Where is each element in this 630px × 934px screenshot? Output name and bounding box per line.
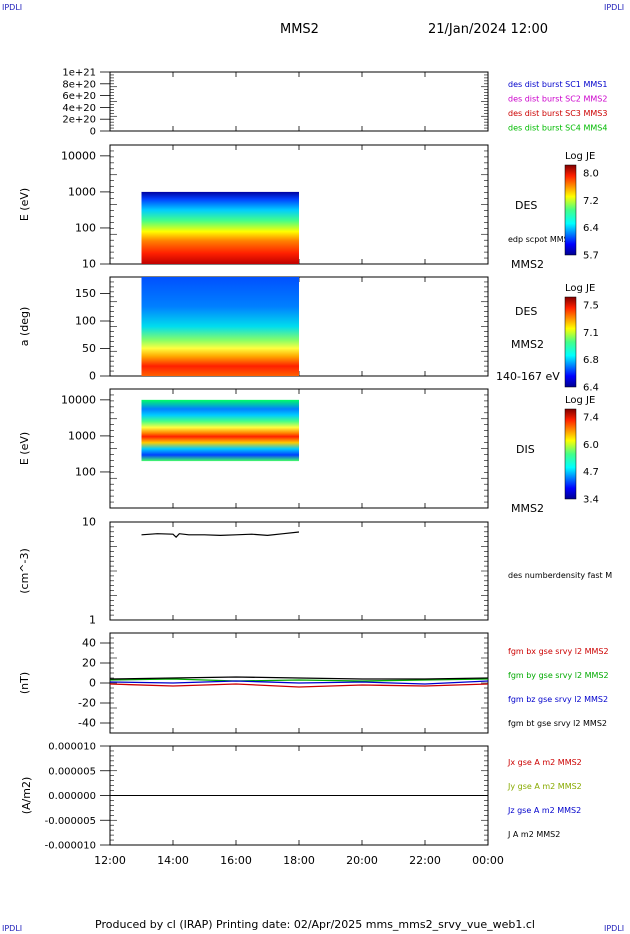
y-tick-label: 0.000000	[48, 791, 96, 802]
panel-frame-5	[109, 521, 489, 621]
y-tick-label: 0	[89, 370, 96, 383]
y-tick-label: 0	[89, 677, 96, 690]
legend-entry: Jx gse A m2 MMS2	[507, 758, 582, 767]
y-tick-label: 6e+20	[62, 91, 96, 102]
time-tick-label: 20:00	[346, 854, 378, 867]
corner-label-bottom-left: IPDLI	[2, 924, 23, 933]
colorbar-tick-label: 6.8	[583, 355, 599, 366]
panel-frame-1	[109, 71, 489, 132]
legend-entry: Jy gse A m2 MMS2	[507, 782, 582, 791]
y-axis-label: (nT)	[18, 672, 31, 694]
corner-label-bottom-right: IPDLI	[604, 924, 625, 933]
colorbar-tick-label: 7.5	[583, 301, 599, 312]
fgm-series-line	[109, 678, 489, 682]
y-tick-label: 40	[82, 637, 96, 650]
y-tick-label: -20	[78, 697, 96, 710]
y-tick-label: 20	[82, 657, 96, 670]
density-series-line	[141, 531, 300, 539]
colorbar-tick-label: 8.0	[583, 169, 599, 180]
y-tick-label: 100	[75, 465, 96, 478]
colorbar-tick-label: 6.4	[583, 383, 599, 394]
y-axis-label: (A/m2)	[20, 777, 33, 815]
y-tick-label: 10000	[61, 149, 96, 162]
corner-label-top-right: IPDLI	[604, 3, 625, 12]
mission-title: MMS2	[280, 22, 319, 37]
colorbar-title: Log JE	[565, 395, 595, 406]
colorbar-tick-label: 7.2	[583, 196, 599, 207]
colorbar-tick-label: 7.1	[583, 328, 599, 339]
y-tick-label: 10	[82, 516, 96, 529]
y-tick-label: 0.000010	[48, 742, 96, 753]
legend-entry: J A m2 MMS2	[507, 830, 560, 839]
colorbar	[564, 408, 577, 500]
legend-entry: des numberdensity fast M	[508, 571, 612, 580]
colorbar-tick-label: 4.7	[583, 467, 599, 478]
legend-entry: des dist burst SC1 MMS1	[508, 80, 607, 89]
y-tick-label: 1000	[68, 429, 96, 442]
time-tick-label: 00:00	[472, 854, 504, 867]
y-tick-label: 150	[75, 287, 96, 300]
time-tick-label: 14:00	[157, 854, 189, 867]
y-axis-label: (cm^-3)	[18, 548, 31, 594]
corner-label-top-left: IPDLI	[2, 3, 23, 12]
y-tick-label: 2e+20	[62, 115, 96, 126]
colorbar-tick-label: 6.0	[583, 440, 599, 451]
y-axis-label: a (deg)	[18, 307, 31, 347]
colorbar-tick-label: 7.4	[583, 413, 599, 424]
instrument-label: DES	[515, 305, 537, 318]
y-axis-label: E (eV)	[18, 432, 31, 465]
colorbar-tick-label: 5.7	[583, 251, 599, 262]
y-tick-label: 10000	[61, 393, 96, 406]
y-tick-label: 100	[75, 221, 96, 234]
y-tick-label: 1000	[68, 185, 96, 198]
energy-range-label: 140-167 eV	[496, 370, 560, 383]
time-tick-label: 22:00	[409, 854, 441, 867]
y-tick-label: 0.000005	[48, 766, 96, 777]
legend-entry: des dist burst SC2 MMS2	[508, 95, 607, 104]
spacecraft-label: MMS2	[511, 338, 544, 351]
legend-entry: Jz gse A m2 MMS2	[507, 806, 581, 815]
time-tick-label: 16:00	[220, 854, 252, 867]
colorbar	[564, 296, 577, 388]
des-pitch-angle-fill	[141, 277, 299, 376]
colorbar	[564, 164, 577, 256]
legend-entry: fgm bz gse srvy l2 MMS2	[508, 695, 608, 704]
time-tick-label: 12:00	[94, 854, 126, 867]
colorbar-tick-label: 3.4	[583, 495, 599, 506]
y-tick-label: -40	[78, 717, 96, 730]
edp-scpot-label: edp scpot MMS2	[508, 235, 574, 244]
datetime-title: 21/Jan/2024 12:00	[428, 22, 549, 37]
legend-entry: fgm by gse srvy l2 MMS2	[508, 671, 609, 680]
instrument-label: DES	[515, 199, 537, 212]
y-tick-label: 4e+20	[62, 103, 96, 114]
colorbar-title: Log JE	[565, 283, 595, 294]
instrument-label: DIS	[516, 443, 535, 456]
fgm-series-line	[109, 680, 489, 685]
time-tick-label: 18:00	[283, 854, 315, 867]
dis-energy-spectrogram-fill	[141, 399, 299, 462]
y-tick-label: 1	[89, 614, 96, 627]
y-axis-label: E (eV)	[18, 188, 31, 221]
y-tick-label: -0.000010	[45, 841, 96, 852]
fgm-series-line	[109, 676, 489, 680]
spacecraft-label: MMS2	[511, 502, 544, 515]
y-tick-label: 50	[82, 342, 96, 355]
legend-entry: des dist burst SC4 MMS4	[508, 124, 607, 133]
y-tick-label: 8e+20	[62, 79, 96, 90]
y-tick-label: -0.000005	[45, 816, 96, 827]
y-tick-label: 0	[90, 127, 96, 138]
des-energy-spectrogram-fill	[141, 191, 299, 264]
spacecraft-label: MMS2	[511, 258, 544, 271]
y-tick-label: 1e+21	[62, 68, 96, 79]
legend-entry: des dist burst SC3 MMS3	[508, 109, 607, 118]
footer-text: Produced by cl (IRAP) Printing date: 02/…	[95, 918, 535, 931]
y-tick-label: 10	[82, 258, 96, 271]
colorbar-title: Log JE	[565, 151, 595, 162]
legend-entry: fgm bt gse srvy l2 MMS2	[508, 719, 607, 728]
y-tick-label: 100	[75, 315, 96, 328]
legend-entry: fgm bx gse srvy l2 MMS2	[508, 647, 609, 656]
fgm-series-line	[109, 683, 489, 688]
colorbar-tick-label: 6.4	[583, 223, 599, 234]
